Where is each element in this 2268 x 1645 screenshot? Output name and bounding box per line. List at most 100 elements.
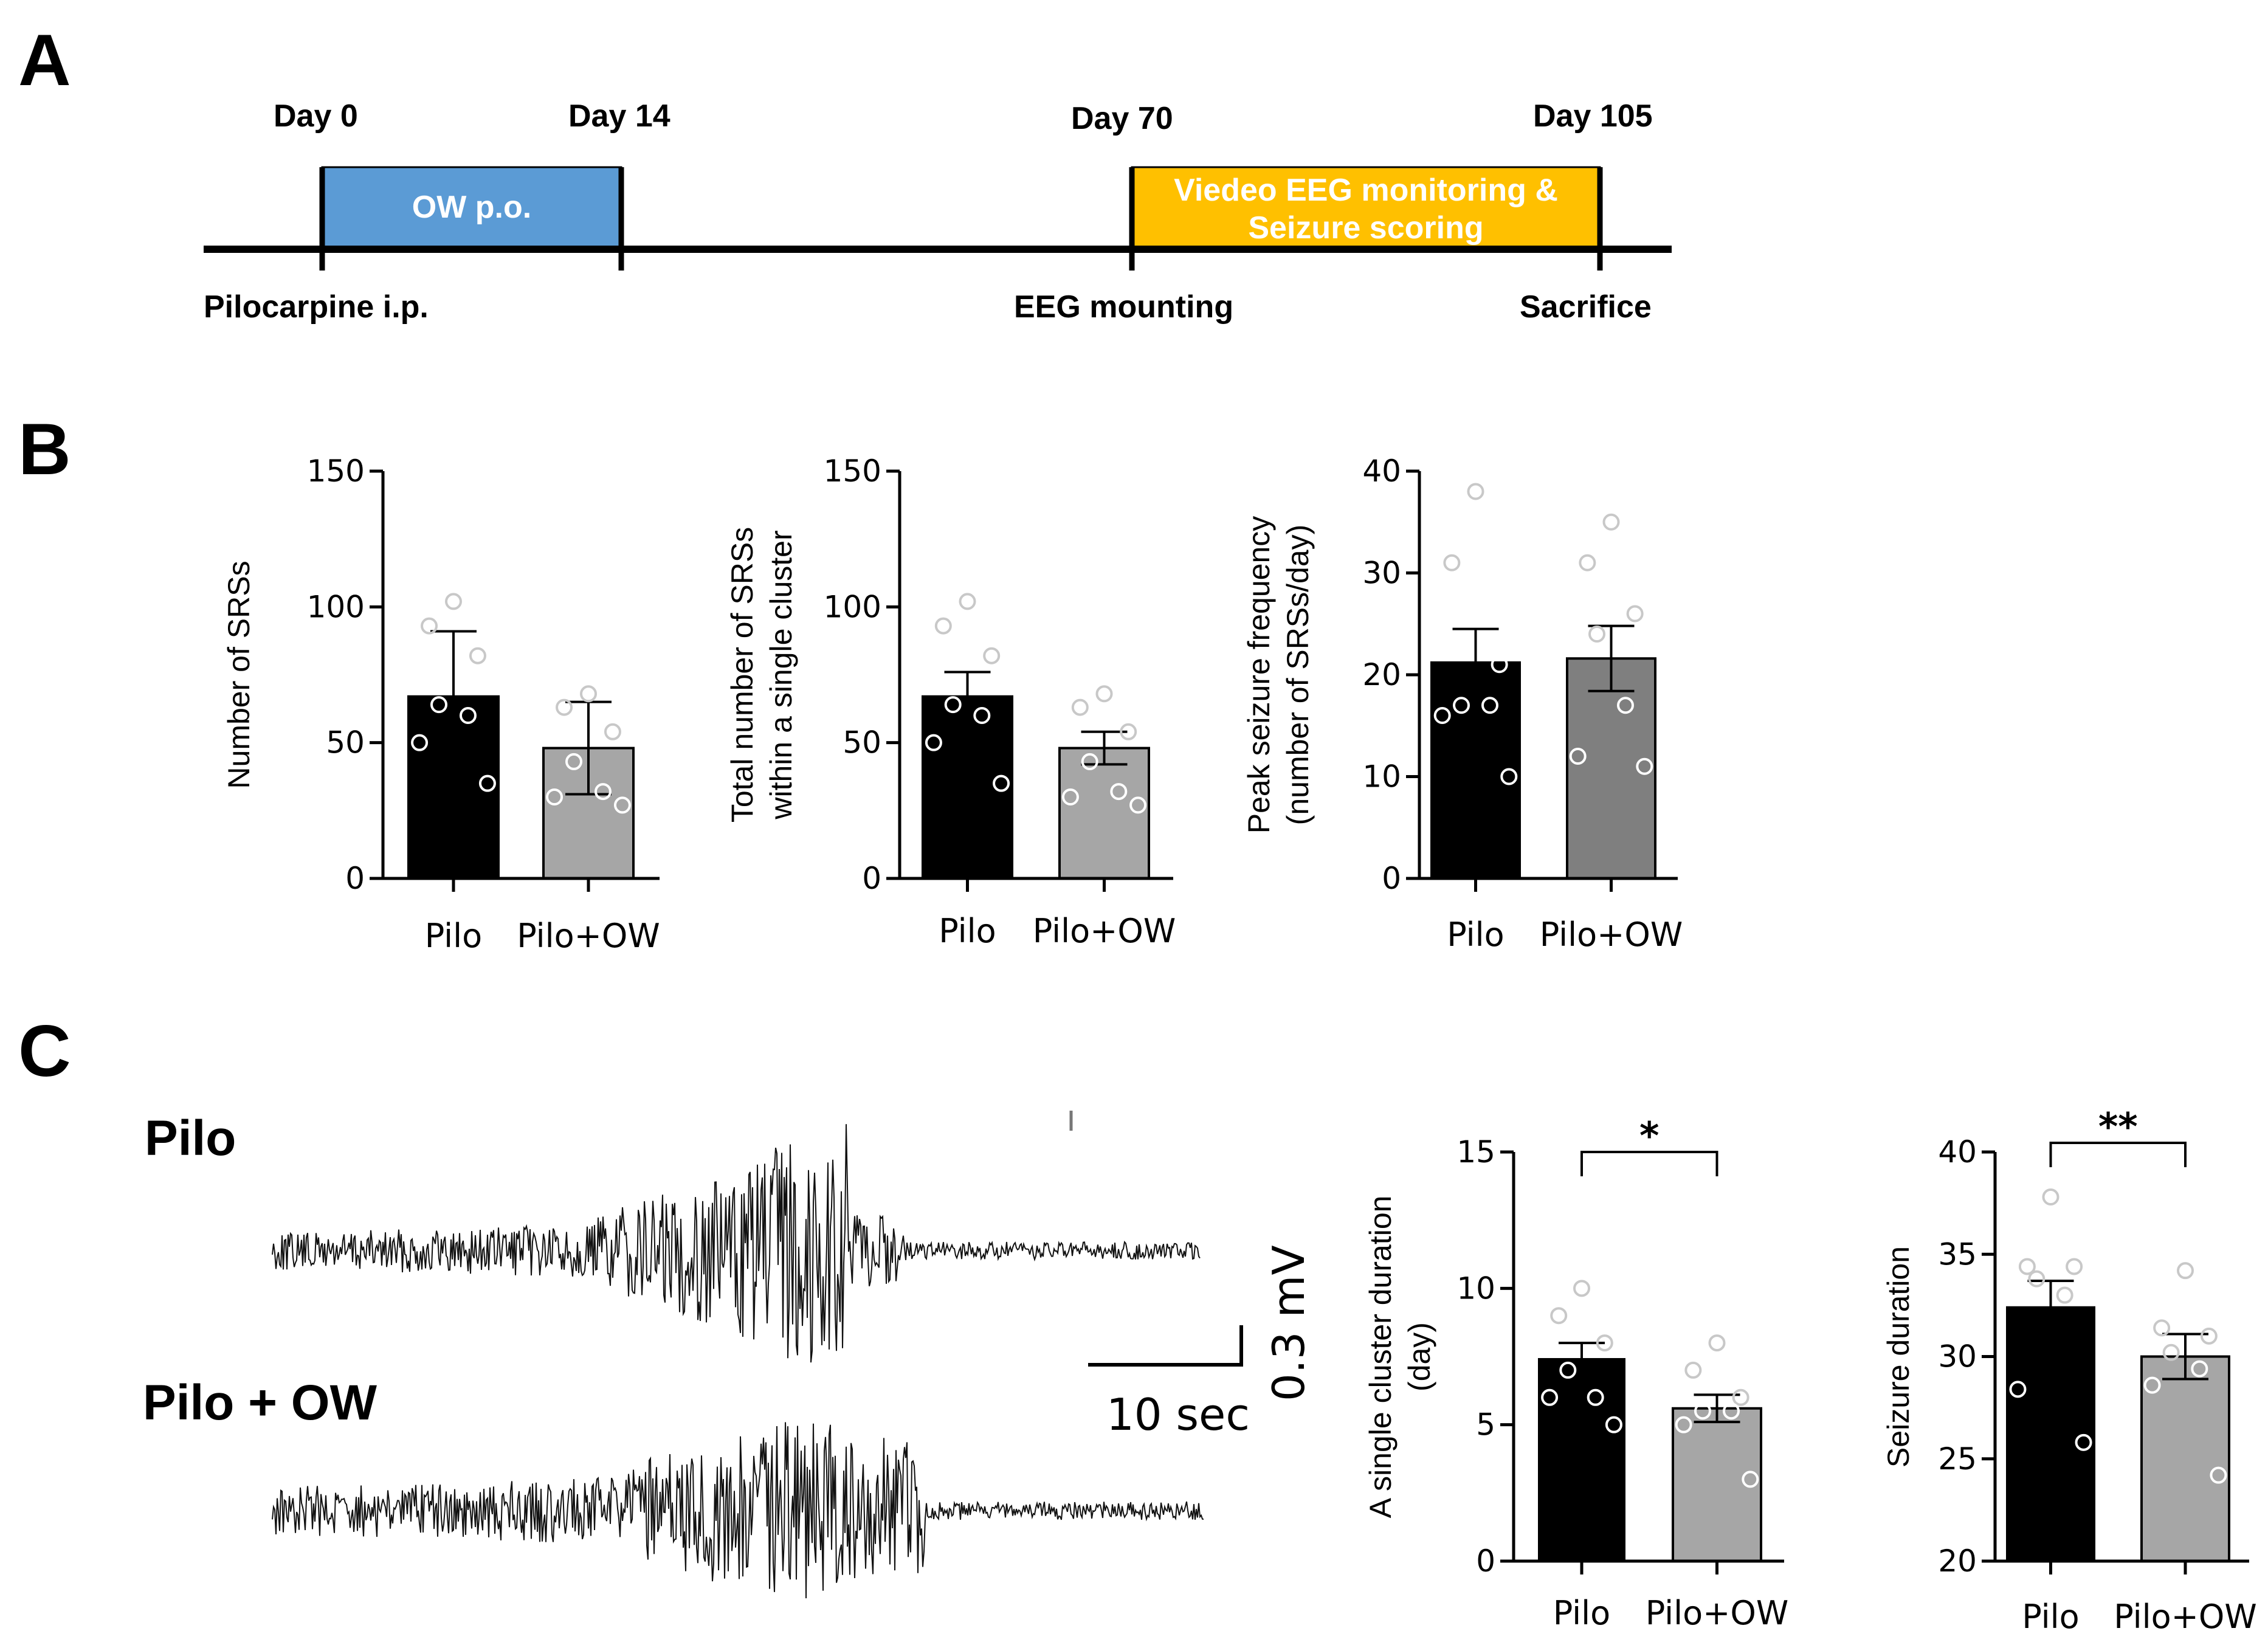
chart-cluster-duration: 0 5 10 15 Pilo Pilo+OW A single cluster durati…	[1363, 1114, 1788, 1632]
event-label: Sacrifice	[1520, 289, 1652, 325]
y-axis-label: Peak seizure frequency	[1242, 516, 1276, 834]
data-point	[1588, 626, 1606, 643]
y-tick-label: 150	[824, 453, 881, 489]
data-point	[565, 753, 583, 770]
data-point	[1095, 685, 1113, 703]
data-point	[2075, 1433, 2092, 1451]
y-tick-label: 50	[843, 725, 881, 760]
data-point	[613, 796, 631, 814]
data-point	[1573, 1280, 1590, 1297]
x-tick-label: Pilo	[2022, 1598, 2079, 1636]
data-point	[1569, 748, 1587, 765]
chart-seizure-duration: 20 25 30 35 40 Pilo Pilo+OW Seizure duration **	[1881, 1105, 2257, 1636]
day-label: Day 0	[274, 98, 358, 134]
y-axis-label: Total number of SRSs	[725, 527, 759, 822]
significance-stars: *	[1639, 1114, 1659, 1158]
data-point	[2018, 1258, 2036, 1275]
data-point	[411, 734, 429, 751]
y-tick-label: 35	[1938, 1236, 1977, 1272]
data-point	[944, 696, 962, 714]
data-point	[1626, 605, 1644, 622]
data-point	[1550, 1307, 1568, 1325]
y-tick-label: 0	[1382, 861, 1401, 896]
y-axis-label: Number of SRSs	[222, 560, 256, 788]
x-tick-label: Pilo	[1553, 1594, 1610, 1632]
data-point	[459, 707, 477, 724]
x-tick-label: Pilo	[425, 917, 482, 955]
bar-pilo	[922, 695, 1013, 880]
event-label: Pilocarpine i.p.	[204, 289, 429, 325]
bar-pilo	[1538, 1357, 1625, 1562]
data-point	[2191, 1360, 2208, 1378]
data-point	[2153, 1319, 2171, 1337]
data-point	[1579, 554, 1596, 571]
panel-letter-b: B	[18, 409, 71, 490]
y-axis-label: Seizure duration	[1881, 1246, 1915, 1467]
treatment-label: OW p.o.	[412, 190, 531, 225]
y-tick-label: 150	[307, 453, 365, 489]
y-tick-label: 10	[1362, 759, 1401, 795]
data-point	[469, 647, 486, 664]
data-point	[1453, 697, 1470, 714]
significance-stars: **	[2098, 1105, 2138, 1149]
event-label: EEG mounting	[1014, 289, 1233, 325]
data-point	[1481, 697, 1498, 714]
bar-pilo-ow	[1566, 657, 1656, 880]
data-point	[1596, 1334, 1613, 1352]
data-point	[2009, 1381, 2027, 1398]
data-point	[1491, 656, 1508, 674]
data-point	[993, 774, 1010, 792]
eeg-trace-pilo-ow	[272, 1422, 1204, 1599]
data-point	[1559, 1361, 1577, 1379]
data-point	[445, 593, 462, 610]
y-tick-label: 40	[1938, 1134, 1977, 1170]
y-axis-label: A single cluster duration	[1363, 1196, 1398, 1519]
panel-letter-c: C	[18, 1010, 71, 1092]
monitoring-label: Seizure scoring	[1248, 210, 1483, 246]
data-point	[1694, 1402, 1712, 1420]
data-point	[1110, 783, 1128, 801]
data-point	[983, 647, 1001, 664]
data-point	[1708, 1334, 1726, 1352]
bar-pilo-ow	[2140, 1355, 2230, 1562]
data-point	[2200, 1327, 2218, 1345]
data-point	[2177, 1262, 2194, 1280]
data-point	[556, 698, 573, 716]
data-point	[1467, 483, 1484, 500]
data-point	[1061, 788, 1079, 805]
day-label: Day 14	[568, 98, 670, 134]
x-tick-label: Pilo+OW	[1646, 1594, 1789, 1632]
y-tick-label: 30	[1938, 1339, 1977, 1374]
y-tick-label: 100	[307, 589, 365, 624]
data-point	[2162, 1343, 2180, 1361]
x-tick-label: Pilo+OW	[2114, 1598, 2257, 1636]
monitoring-bar	[1131, 166, 1601, 250]
data-point	[973, 707, 991, 724]
significance-bracket	[2049, 1142, 2187, 1167]
y-tick-label: 0	[862, 861, 881, 896]
bar-pilo-ow	[1058, 747, 1150, 880]
data-point	[478, 774, 496, 792]
data-point	[1071, 698, 1089, 716]
data-point	[594, 783, 612, 801]
data-point	[1081, 753, 1098, 770]
data-point	[1541, 1388, 1559, 1406]
data-point	[2210, 1466, 2227, 1484]
x-tick-label: Pilo	[1447, 916, 1504, 954]
significance-bracket	[1580, 1151, 1718, 1176]
data-point	[925, 734, 942, 751]
eeg-trace-pilo	[272, 1124, 1201, 1363]
data-point	[430, 696, 448, 714]
y-tick-label: 10	[1456, 1271, 1495, 1306]
data-point	[1636, 757, 1653, 775]
data-point	[1742, 1471, 1759, 1488]
data-point	[2042, 1188, 2059, 1206]
data-point	[1120, 723, 1137, 740]
data-point	[1443, 554, 1461, 571]
data-point	[1722, 1402, 1740, 1420]
data-point	[934, 617, 952, 635]
y-tick-label: 40	[1362, 453, 1401, 489]
chart-number-of-srss: 0 50 100 150 Pilo Pilo+OW Number of SRSs	[222, 453, 660, 955]
data-point	[2028, 1270, 2046, 1288]
data-point	[2143, 1376, 2161, 1394]
